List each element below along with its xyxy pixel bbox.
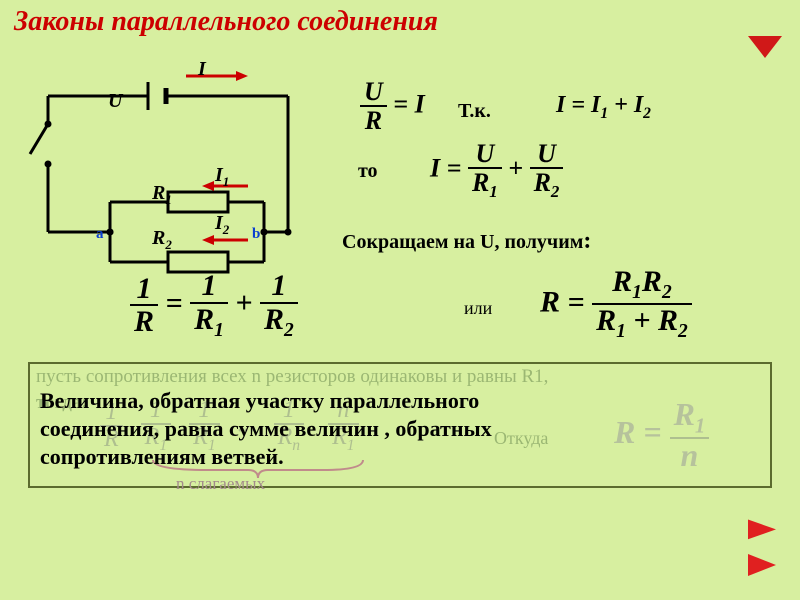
- circuit-label-I2: I2: [215, 212, 229, 238]
- label-or: или: [464, 298, 492, 319]
- circuit-label-I: I: [198, 58, 206, 81]
- statement-line-1: Величина, обратная участку параллельного: [40, 388, 479, 414]
- statement-line-2: соединения, равна сумме величин , обратн…: [40, 416, 492, 442]
- formula-I-expanded: I = UR1 + UR2: [430, 140, 563, 201]
- circuit-label-U: U: [108, 90, 122, 113]
- label-since: Т.к.: [458, 100, 491, 123]
- label-reduce: Сокращаем на U, получим:: [342, 228, 591, 255]
- ghost-formula-result: R = R1n: [614, 398, 709, 473]
- statement-line-3: сопротивлениям ветвей.: [40, 444, 284, 470]
- slide: Законы параллельного соединения U I R1 R…: [0, 0, 800, 600]
- arrow-prev-icon[interactable]: [748, 520, 782, 547]
- circuit-node-a: a: [96, 226, 104, 243]
- formula-reciprocals: 1R = 1R1 + 1R2: [130, 270, 298, 341]
- formula-product-over-sum: R = R1R2R1 + R2: [540, 266, 692, 343]
- circuit-label-R1: R1: [152, 182, 172, 208]
- label-then: то: [358, 160, 378, 183]
- ghost-bracket-label: n слагаемых: [176, 474, 265, 494]
- ghost-text-1: пусть сопротивления всех n резисторов од…: [36, 366, 548, 388]
- circuit-node-b: b: [252, 226, 260, 243]
- formula-I-sum: I = I1 + I2: [556, 92, 651, 123]
- ghost-whence: Откуда: [494, 428, 548, 449]
- circuit-label-I1: I1: [215, 164, 229, 190]
- arrow-top-icon[interactable]: [748, 36, 782, 66]
- page-title: Законы параллельного соединения: [14, 6, 438, 38]
- formula-U-over-R-eq-I: UR = I: [360, 78, 425, 135]
- arrow-next-icon[interactable]: [748, 554, 782, 584]
- circuit-label-R2: R2: [152, 227, 172, 253]
